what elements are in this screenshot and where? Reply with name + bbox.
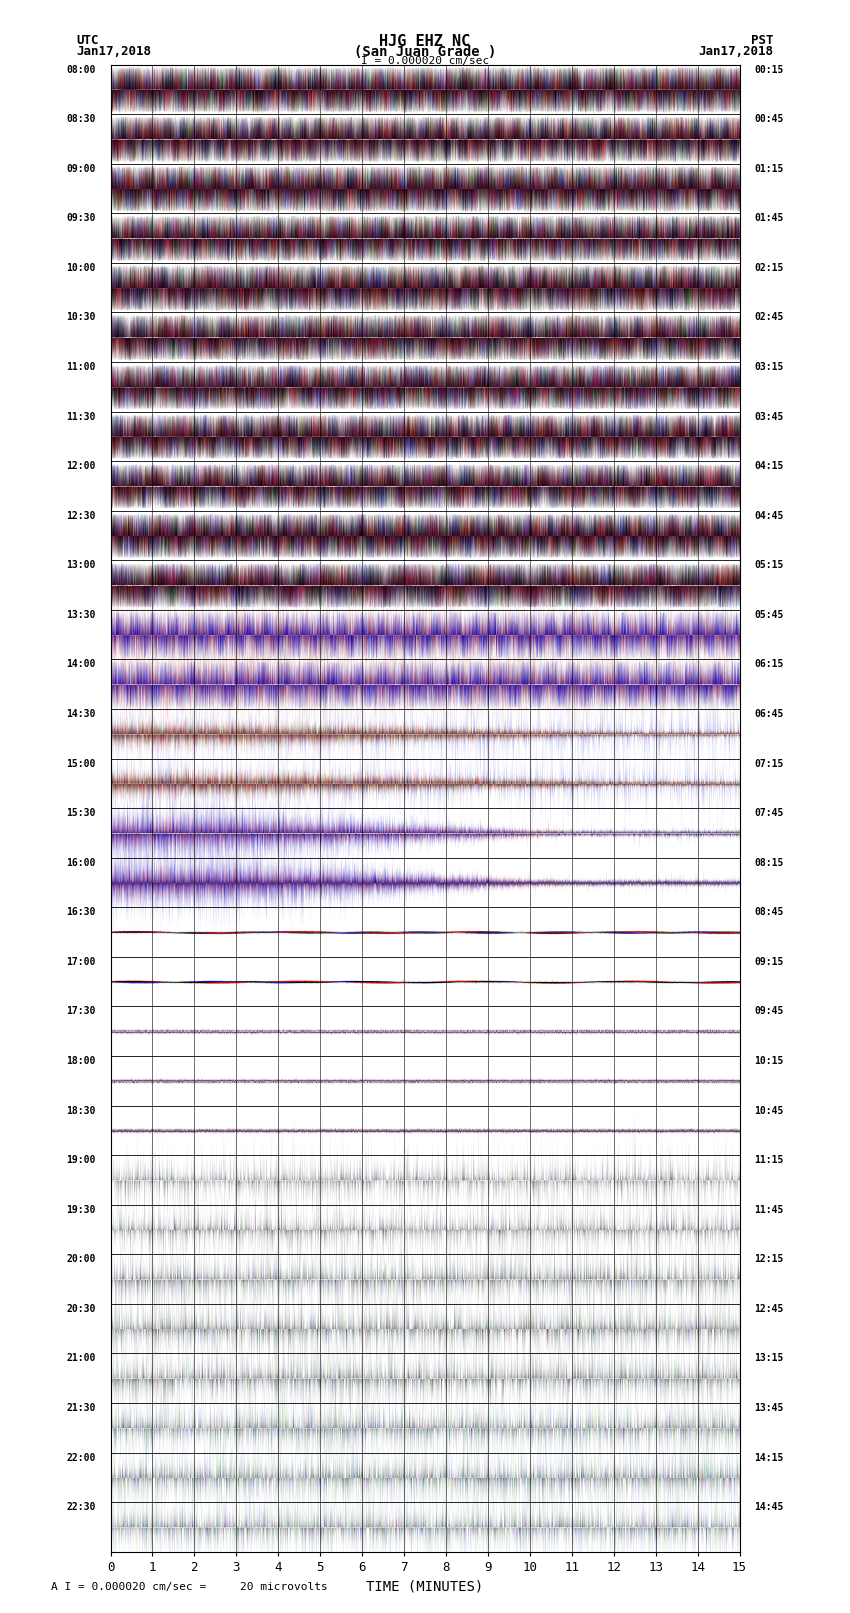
Text: 12:30: 12:30 (66, 511, 96, 521)
Text: 14:15: 14:15 (754, 1453, 784, 1463)
Text: 17:30: 17:30 (66, 1007, 96, 1016)
Text: 18:00: 18:00 (66, 1057, 96, 1066)
Text: 14:00: 14:00 (66, 660, 96, 669)
Text: 01:45: 01:45 (754, 213, 784, 223)
Text: I = 0.000020 cm/sec: I = 0.000020 cm/sec (361, 56, 489, 66)
Text: 05:45: 05:45 (754, 610, 784, 619)
Text: PST: PST (751, 34, 774, 47)
Text: 19:00: 19:00 (66, 1155, 96, 1165)
Text: 21:30: 21:30 (66, 1403, 96, 1413)
Text: Jan17,2018: Jan17,2018 (699, 45, 774, 58)
Text: 06:45: 06:45 (754, 710, 784, 719)
Text: 18:30: 18:30 (66, 1105, 96, 1116)
Text: 08:00: 08:00 (66, 65, 96, 74)
Text: 00:45: 00:45 (754, 115, 784, 124)
Text: 20:30: 20:30 (66, 1303, 96, 1315)
Text: A I = 0.000020 cm/sec =     20 microvolts: A I = 0.000020 cm/sec = 20 microvolts (51, 1582, 328, 1592)
Text: 08:45: 08:45 (754, 907, 784, 918)
Text: 10:00: 10:00 (66, 263, 96, 273)
Text: 10:15: 10:15 (754, 1057, 784, 1066)
Text: 11:45: 11:45 (754, 1205, 784, 1215)
Text: (San Juan Grade ): (San Juan Grade ) (354, 45, 496, 60)
Text: 13:15: 13:15 (754, 1353, 784, 1363)
Text: 22:00: 22:00 (66, 1453, 96, 1463)
Text: 10:45: 10:45 (754, 1105, 784, 1116)
Text: 12:45: 12:45 (754, 1303, 784, 1315)
Text: 12:00: 12:00 (66, 461, 96, 471)
Text: 05:15: 05:15 (754, 560, 784, 571)
Text: 07:45: 07:45 (754, 808, 784, 818)
Text: 19:30: 19:30 (66, 1205, 96, 1215)
Text: 11:30: 11:30 (66, 411, 96, 421)
Text: 10:30: 10:30 (66, 313, 96, 323)
Text: 20:00: 20:00 (66, 1255, 96, 1265)
Text: 16:00: 16:00 (66, 858, 96, 868)
Text: 08:30: 08:30 (66, 115, 96, 124)
Text: 02:45: 02:45 (754, 313, 784, 323)
Text: 14:45: 14:45 (754, 1502, 784, 1511)
Text: 03:15: 03:15 (754, 361, 784, 373)
Text: 11:00: 11:00 (66, 361, 96, 373)
Text: 08:15: 08:15 (754, 858, 784, 868)
Text: Jan17,2018: Jan17,2018 (76, 45, 151, 58)
Text: 01:15: 01:15 (754, 163, 784, 174)
Text: 00:15: 00:15 (754, 65, 784, 74)
Text: 13:45: 13:45 (754, 1403, 784, 1413)
Text: HJG EHZ NC: HJG EHZ NC (379, 34, 471, 48)
Text: 03:45: 03:45 (754, 411, 784, 421)
Text: 15:30: 15:30 (66, 808, 96, 818)
Text: 06:15: 06:15 (754, 660, 784, 669)
Text: 16:30: 16:30 (66, 907, 96, 918)
Text: 09:45: 09:45 (754, 1007, 784, 1016)
Text: 02:15: 02:15 (754, 263, 784, 273)
Text: 13:30: 13:30 (66, 610, 96, 619)
X-axis label: TIME (MINUTES): TIME (MINUTES) (366, 1579, 484, 1594)
Text: 04:15: 04:15 (754, 461, 784, 471)
Text: 14:30: 14:30 (66, 710, 96, 719)
Text: 09:00: 09:00 (66, 163, 96, 174)
Text: 13:00: 13:00 (66, 560, 96, 571)
Text: 11:15: 11:15 (754, 1155, 784, 1165)
Text: 21:00: 21:00 (66, 1353, 96, 1363)
Text: 04:45: 04:45 (754, 511, 784, 521)
Text: 09:15: 09:15 (754, 957, 784, 966)
Text: 17:00: 17:00 (66, 957, 96, 966)
Text: UTC: UTC (76, 34, 99, 47)
Text: 07:15: 07:15 (754, 758, 784, 768)
Text: 09:30: 09:30 (66, 213, 96, 223)
Text: 12:15: 12:15 (754, 1255, 784, 1265)
Text: 22:30: 22:30 (66, 1502, 96, 1511)
Text: 15:00: 15:00 (66, 758, 96, 768)
